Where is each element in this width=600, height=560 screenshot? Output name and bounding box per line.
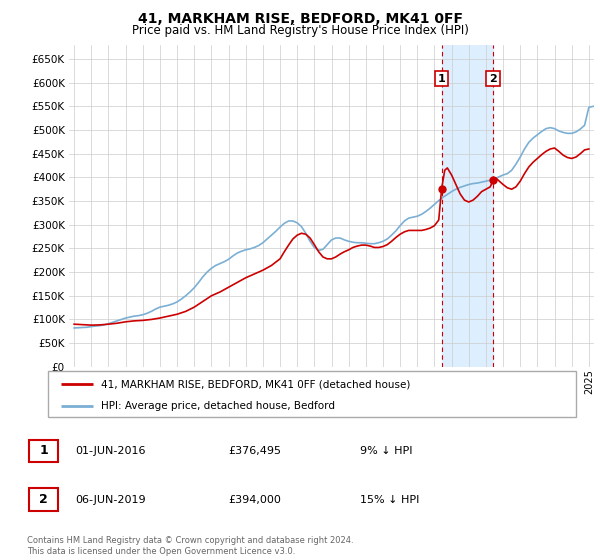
Text: 15% ↓ HPI: 15% ↓ HPI	[360, 494, 419, 505]
Text: 41, MARKHAM RISE, BEDFORD, MK41 0FF: 41, MARKHAM RISE, BEDFORD, MK41 0FF	[137, 12, 463, 26]
Bar	[442, 45, 493, 367]
Text: 9% ↓ HPI: 9% ↓ HPI	[360, 446, 413, 456]
Text: HPI: Average price, detached house, Bedford: HPI: Average price, detached house, Bedf…	[101, 401, 335, 410]
Text: 06-JUN-2019: 06-JUN-2019	[75, 494, 146, 505]
Text: 01-JUN-2016: 01-JUN-2016	[75, 446, 146, 456]
Text: Price paid vs. HM Land Registry's House Price Index (HPI): Price paid vs. HM Land Registry's House …	[131, 24, 469, 37]
Text: Contains HM Land Registry data © Crown copyright and database right 2024.
This d: Contains HM Land Registry data © Crown c…	[27, 536, 353, 556]
Text: £394,000: £394,000	[228, 494, 281, 505]
Text: 41, MARKHAM RISE, BEDFORD, MK41 0FF (detached house): 41, MARKHAM RISE, BEDFORD, MK41 0FF (det…	[101, 379, 410, 389]
Text: 1: 1	[39, 444, 48, 458]
Text: £376,495: £376,495	[228, 446, 281, 456]
Text: 2: 2	[39, 493, 48, 506]
Text: 1: 1	[438, 73, 446, 83]
Text: 2: 2	[489, 73, 497, 83]
